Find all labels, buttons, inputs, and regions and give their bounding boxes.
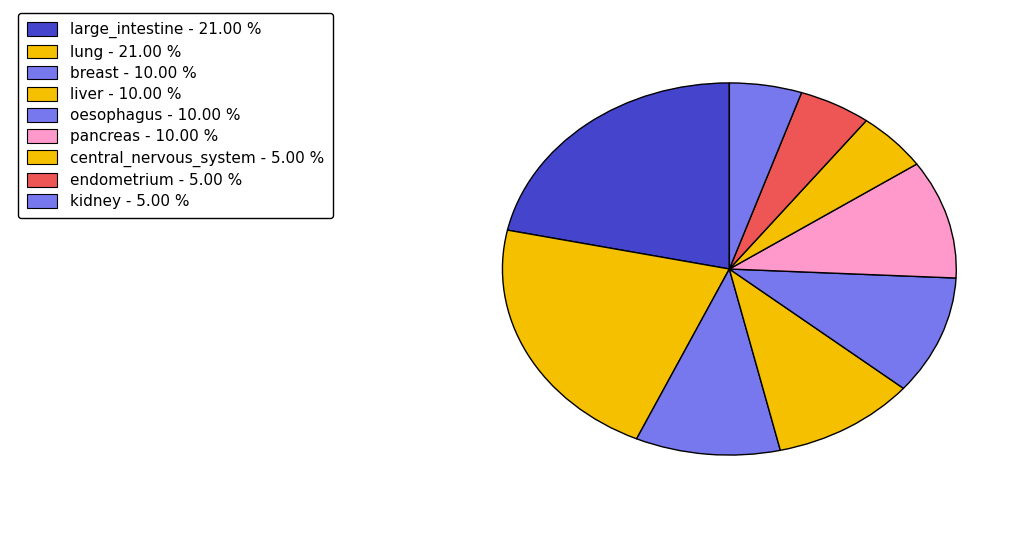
Wedge shape [502,230,729,439]
Wedge shape [729,121,917,269]
Wedge shape [729,164,956,278]
Wedge shape [508,83,729,269]
Wedge shape [729,93,866,269]
Wedge shape [729,269,956,388]
Wedge shape [729,269,904,450]
Legend: large_intestine - 21.00 %, lung - 21.00 %, breast - 10.00 %, liver - 10.00 %, oe: large_intestine - 21.00 %, lung - 21.00 … [18,13,333,218]
Wedge shape [729,83,801,269]
Wedge shape [636,269,780,455]
